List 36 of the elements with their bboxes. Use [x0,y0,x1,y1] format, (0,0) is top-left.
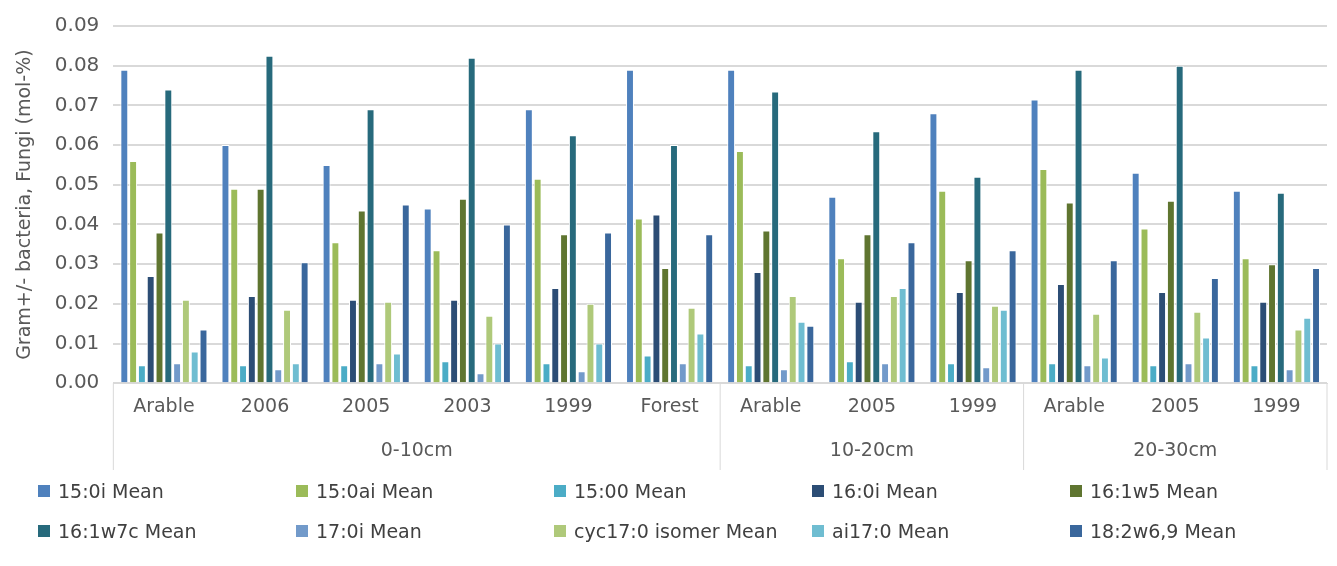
legend-label: ai17:0 Mean [832,520,950,542]
y-tick-label: 0.08 [54,51,100,76]
legend-label: 16:0i Mean [832,480,938,502]
legend-label: cyc17:0 isomer Mean [574,520,778,542]
y-tick-label: 0.03 [54,250,100,275]
y-tick-label: 0.00 [54,369,100,394]
legend-label: 16:1w7c Mean [58,520,197,542]
x-tick-label: Arable [133,393,195,416]
text: 0-10cm [380,438,453,461]
text: 20-30cm [1133,438,1218,461]
y-tick-label: 0.06 [54,131,100,156]
x-tick-label: 2006 [240,393,290,416]
y-tick-label: 0.02 [54,290,100,315]
x-tick-label: 1999 [948,393,998,416]
x-tick-label: Arable [739,393,802,416]
x-tick-label: Forest [640,393,699,416]
x-tick-label: 2005 [342,393,391,416]
x-tick-label: 1999 [1252,393,1301,416]
x-tick-label: 2005 [1151,393,1200,416]
y-tick-label: 0.01 [54,329,100,354]
y-tick-label: 0.07 [54,91,100,116]
legend-label: 15:0ai Mean [316,480,434,502]
legend-label: 15:0i Mean [58,480,164,502]
y-tick-label: 0.05 [54,170,100,195]
legend-label: 15:00 Mean [574,480,687,502]
y-tick-label: 0.09 [54,12,100,37]
legend-label: 18:2w6,9 Mean [1090,520,1237,542]
x-tick-label: 1999 [544,393,593,416]
y-tick-label: 0.04 [54,210,100,235]
x-tick-label: 2003 [443,393,492,416]
y-axis-title: Gram+/- bacteria, Fungi (mol-%) [12,49,35,360]
legend-label: 17:0i Mean [316,520,422,542]
text: 10-20cm [829,438,914,461]
x-tick-label: Arable [1043,393,1105,416]
x-tick-label: 2005 [847,393,897,416]
legend-label: 16:1w5 Mean [1090,480,1219,502]
